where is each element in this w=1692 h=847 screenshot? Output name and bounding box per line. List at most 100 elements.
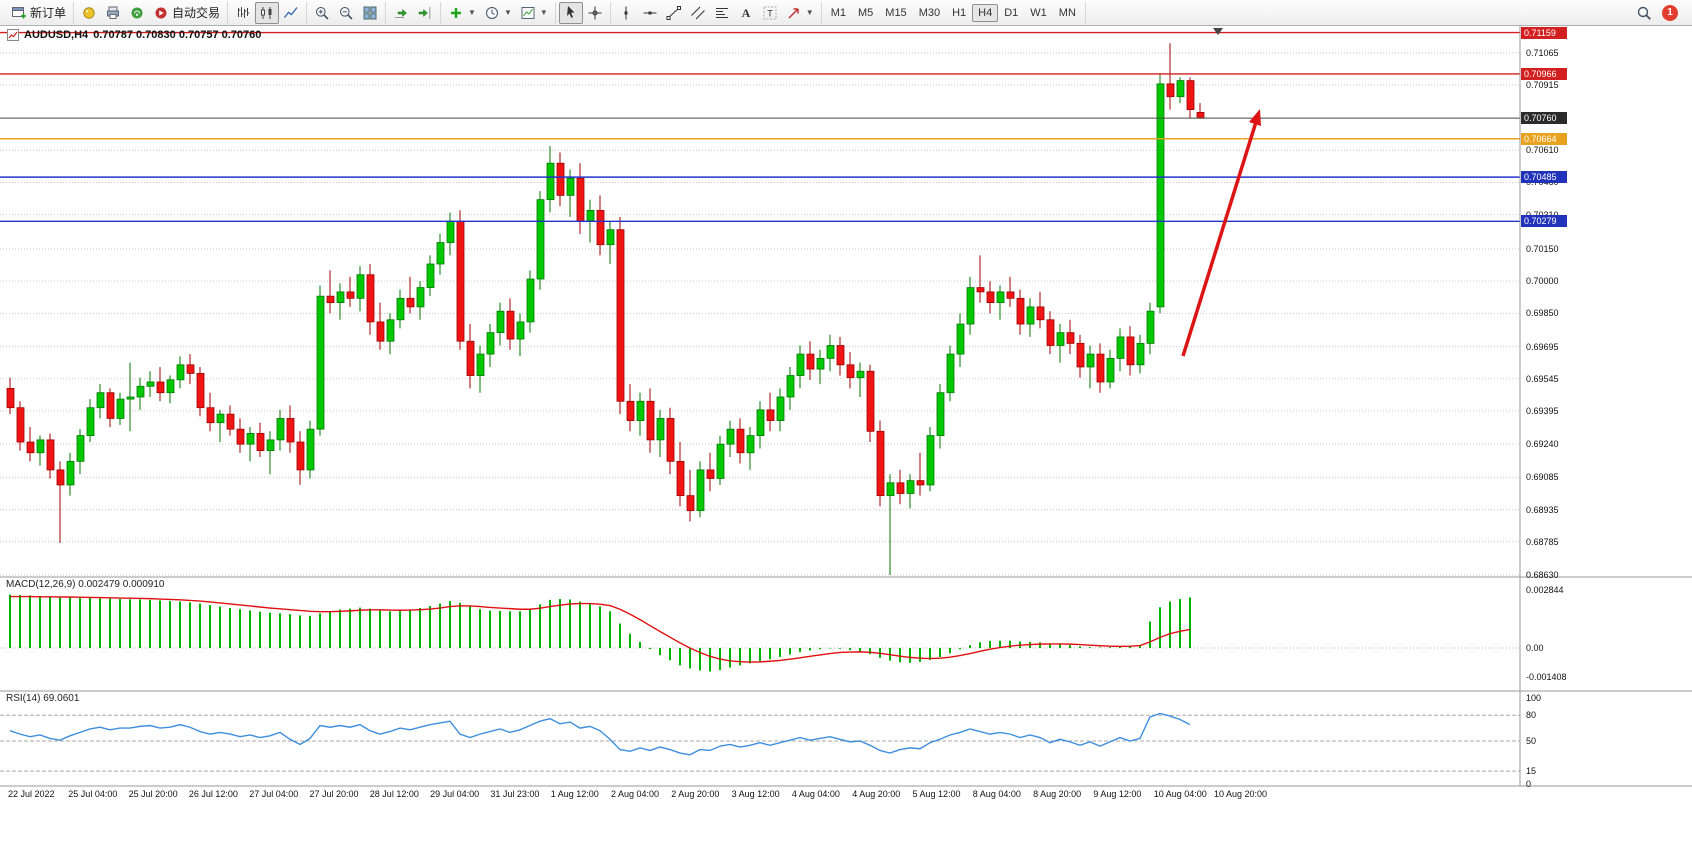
timeframe-button-h1[interactable]: H1 [952,6,967,19]
candle-body [806,353,815,370]
chevron-down-icon: ▼ [503,8,512,17]
zoom-out-button[interactable] [334,2,358,24]
candle-body [286,418,295,443]
candle-body [1146,310,1155,344]
print-button[interactable] [101,2,125,24]
candle-body [1006,291,1015,299]
candle-body [36,439,45,454]
candle-body [1046,319,1055,346]
timeframe-button-mn[interactable]: MN [1058,6,1076,19]
timeframe-button-m30[interactable]: M30 [918,6,941,19]
new-order-button[interactable]: 新订单 [7,2,70,24]
timeframe-button-d1[interactable]: D1 [1004,6,1019,19]
chart-ohlc: 0.70787 0.70830 0.70757 0.70760 [93,29,262,41]
candle-body [1026,306,1035,325]
trend-arrow[interactable] [1181,121,1258,357]
candle-chart-button[interactable] [255,1,280,24]
text-button[interactable]: A [734,2,758,24]
text-t-icon: T [763,6,777,19]
candle-body [516,321,525,340]
candle-body [1156,83,1165,308]
candle-body [386,319,395,342]
main-toolbar: 新订单 自动交易 ▼ ▼ ▼ A T ▼ M1 M5 M15 M30 H1 H4 D1 W1 MN 1 [0,0,1692,26]
candle-body [796,353,805,376]
bar-chart-button[interactable] [231,2,255,24]
candle-body [1186,80,1195,110]
price-tag: 0.70485 [1521,171,1567,184]
candle-body [706,469,715,479]
timeframe-button-m15[interactable]: M15 [885,6,907,19]
sound-icon [131,7,143,18]
trendline-button[interactable] [662,2,686,24]
grid-icon [363,6,377,19]
candle-body [1116,336,1125,359]
candle-body [546,162,555,201]
sound-button[interactable] [125,2,149,24]
new-chart-button[interactable]: ▼ [444,2,480,24]
candle-body [186,364,195,374]
chart-shift-marker[interactable] [1213,28,1223,35]
arrows-button[interactable]: ▼ [782,2,818,24]
candle-body [26,441,35,454]
zoom-in-button[interactable] [310,2,334,24]
timeframe-button-h4[interactable]: H4 [972,3,999,22]
toolbar-group: 新订单 [4,1,75,24]
candle-body [466,340,475,376]
candle-body [306,428,315,471]
time-axis-label: 2 Aug 04:00 [611,789,660,799]
vertical-line-button[interactable] [614,2,638,24]
candle-body [586,209,595,222]
fibonacci-button[interactable] [710,2,734,24]
notification-badge[interactable]: 1 [1662,4,1678,21]
timeframe-group: M1 M5 M15 M30 H1 H4 D1 W1 MN [822,1,1086,24]
line-chart-button[interactable] [279,2,303,24]
candle-body [776,396,785,421]
candles-icon [261,6,272,19]
candle-body [1056,332,1065,346]
price-tag: 0.70966 [1521,67,1567,80]
time-axis-label: 27 Jul 04:00 [249,789,299,799]
time-axis-label: 5 Aug 12:00 [912,789,961,799]
time-axis-label: 2 Aug 20:00 [671,789,720,799]
candle-body [966,287,975,325]
candle-body [326,295,335,304]
channel-button[interactable] [686,2,710,24]
autotrade-button[interactable]: 自动交易 [149,2,224,24]
time-axis-label: 9 Aug 12:00 [1093,789,1142,799]
cursor-button[interactable] [558,1,583,24]
rsi-name: RSI(14) [6,693,41,704]
macd-signal-line [10,595,1191,663]
crosshair-button[interactable] [583,2,607,24]
auto-scroll-button[interactable] [389,2,413,24]
candle-body [506,310,515,340]
autotrade-button-label: 自动交易 [172,6,221,20]
chart-shift-button[interactable] [413,2,437,24]
toolbar-group [386,1,442,24]
candle-body [456,220,465,342]
trend-arrow-head [1249,109,1261,126]
timeframe-button-m5[interactable]: M5 [858,6,874,19]
candle-body [756,409,765,436]
candle-body [816,357,825,370]
candle-body [566,177,575,196]
periods-button[interactable]: ▼ [480,2,516,24]
timeframe-button-m1[interactable]: M1 [830,6,846,19]
label-button[interactable]: T [758,2,782,24]
time-axis-label: 10 Aug 04:00 [1153,789,1207,799]
candle-body [276,418,285,441]
timeframe-button-w1[interactable]: W1 [1030,6,1047,19]
rsi-value: 69.0601 [43,693,80,704]
tile-windows-button[interactable] [358,2,382,24]
auto-scroll-icon [395,8,407,18]
search-button[interactable] [1632,2,1656,24]
price-tag: 0.70664 [1521,132,1567,145]
chevron-down-icon: ▼ [539,8,548,17]
time-axis-label: 25 Jul 04:00 [68,789,118,799]
horizontal-line-button[interactable] [638,2,662,24]
candle-body [226,413,235,430]
style-button[interactable] [77,2,101,24]
templates-button[interactable]: ▼ [516,2,552,24]
candle-body [446,220,455,243]
vline-icon [624,6,628,19]
